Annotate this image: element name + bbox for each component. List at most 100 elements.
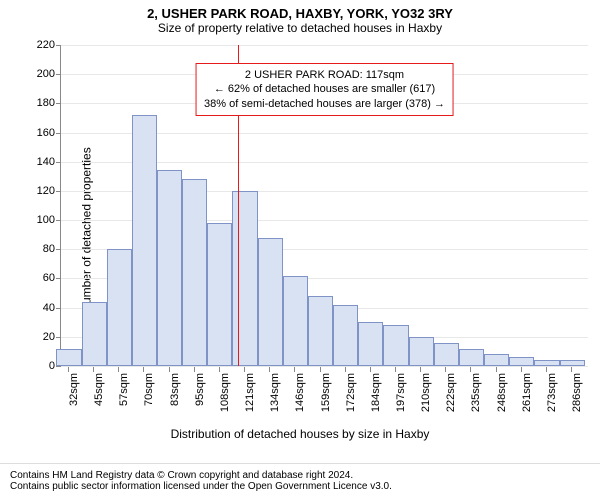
y-tick-label: 80 xyxy=(43,243,55,255)
histogram-bar xyxy=(82,302,107,366)
grid-line xyxy=(61,45,588,46)
x-axis-label: Distribution of detached houses by size … xyxy=(0,427,600,441)
histogram-bar xyxy=(283,276,308,366)
y-tick-mark xyxy=(56,133,61,134)
y-tick-label: 20 xyxy=(43,331,55,343)
x-tick-mark xyxy=(521,367,522,372)
y-tick-label: 40 xyxy=(43,302,55,314)
y-tick-mark xyxy=(56,337,61,338)
x-tick-mark xyxy=(269,367,270,372)
histogram-bar xyxy=(358,322,383,366)
footer: Contains HM Land Registry data © Crown c… xyxy=(0,463,600,500)
x-tick-label: 184sqm xyxy=(370,373,382,412)
x-tick-mark xyxy=(345,367,346,372)
histogram-bar xyxy=(308,296,333,366)
x-tick-mark xyxy=(420,367,421,372)
x-tick-mark xyxy=(194,367,195,372)
x-tick-label: 108sqm xyxy=(219,373,231,412)
chart-container: Number of detached properties 0204060801… xyxy=(0,35,600,425)
histogram-bar xyxy=(484,354,509,366)
x-tick-label: 159sqm xyxy=(320,373,332,412)
annotation-box: 2 USHER PARK ROAD: 117sqm ← 62% of detac… xyxy=(195,63,454,116)
plot-area: 020406080100120140160180200220 2 USHER P… xyxy=(60,45,588,367)
x-tick-mark xyxy=(320,367,321,372)
y-tick-mark xyxy=(56,162,61,163)
x-tick-label: 146sqm xyxy=(294,373,306,412)
histogram-bar xyxy=(459,349,484,367)
y-tick-label: 140 xyxy=(37,156,55,168)
x-tick-mark xyxy=(370,367,371,372)
histogram-bar xyxy=(132,115,157,366)
x-tick-label: 273sqm xyxy=(546,373,558,412)
x-tick-label: 121sqm xyxy=(244,373,256,412)
histogram-bar xyxy=(409,337,434,366)
x-tick-mark xyxy=(68,367,69,372)
x-tick-mark xyxy=(571,367,572,372)
x-axis-ticks: 32sqm 45sqm 57sqm 70sqm 83sqm 95sqm 108sqm 121s… xyxy=(60,367,588,415)
histogram-bar xyxy=(534,360,559,366)
histogram-bar xyxy=(383,325,408,366)
y-tick-label: 220 xyxy=(37,39,55,51)
x-tick-mark xyxy=(244,367,245,372)
y-tick-mark xyxy=(56,103,61,104)
y-tick-mark xyxy=(56,249,61,250)
x-tick-mark xyxy=(93,367,94,372)
x-tick-label: 45sqm xyxy=(93,373,105,406)
x-tick-label: 222sqm xyxy=(445,373,457,412)
x-tick-label: 197sqm xyxy=(395,373,407,412)
y-tick-mark xyxy=(56,74,61,75)
page-subtitle: Size of property relative to detached ho… xyxy=(0,21,600,35)
y-tick-mark xyxy=(56,45,61,46)
y-tick-label: 120 xyxy=(37,185,55,197)
x-tick-mark xyxy=(546,367,547,372)
x-tick-label: 95sqm xyxy=(194,373,206,406)
x-tick-mark xyxy=(496,367,497,372)
x-tick-label: 248sqm xyxy=(496,373,508,412)
y-tick-label: 100 xyxy=(37,214,55,226)
x-tick-mark xyxy=(294,367,295,372)
x-tick-mark xyxy=(118,367,119,372)
x-tick-mark xyxy=(143,367,144,372)
histogram-bar xyxy=(56,349,81,367)
x-tick-label: 83sqm xyxy=(169,373,181,406)
x-tick-mark xyxy=(395,367,396,372)
x-tick-label: 235sqm xyxy=(470,373,482,412)
histogram-bar xyxy=(232,191,257,366)
histogram-bar xyxy=(258,238,283,366)
histogram-bar xyxy=(182,179,207,366)
x-tick-label: 286sqm xyxy=(571,373,583,412)
x-tick-mark xyxy=(169,367,170,372)
annotation-line-3: 38% of semi-detached houses are larger (… xyxy=(204,97,445,111)
histogram-bar xyxy=(157,170,182,366)
x-tick-label: 210sqm xyxy=(420,373,432,412)
footer-line-1: Contains HM Land Registry data © Crown c… xyxy=(10,470,590,481)
x-tick-label: 57sqm xyxy=(118,373,130,406)
histogram-bar xyxy=(434,343,459,366)
footer-line-2: Contains public sector information licen… xyxy=(10,481,590,492)
x-tick-mark xyxy=(219,367,220,372)
x-tick-mark xyxy=(445,367,446,372)
y-tick-mark xyxy=(56,191,61,192)
x-tick-label: 32sqm xyxy=(68,373,80,406)
y-tick-mark xyxy=(56,308,61,309)
annotation-line-2: ← 62% of detached houses are smaller (61… xyxy=(204,82,445,96)
page-title: 2, USHER PARK ROAD, HAXBY, YORK, YO32 3R… xyxy=(0,6,600,21)
x-tick-label: 261sqm xyxy=(521,373,533,412)
x-tick-label: 134sqm xyxy=(269,373,281,412)
y-tick-label: 200 xyxy=(37,68,55,80)
y-tick-label: 60 xyxy=(43,272,55,284)
histogram-bar xyxy=(207,223,232,366)
histogram-bar xyxy=(509,357,534,366)
histogram-bar xyxy=(107,249,132,366)
y-tick-label: 0 xyxy=(49,360,55,372)
x-tick-mark xyxy=(470,367,471,372)
histogram-bar xyxy=(333,305,358,366)
x-tick-label: 70sqm xyxy=(143,373,155,406)
y-tick-mark xyxy=(56,220,61,221)
y-tick-label: 180 xyxy=(37,97,55,109)
y-tick-mark xyxy=(56,278,61,279)
y-tick-label: 160 xyxy=(37,127,55,139)
x-tick-label: 172sqm xyxy=(345,373,357,412)
histogram-bar xyxy=(560,360,585,366)
annotation-line-1: 2 USHER PARK ROAD: 117sqm xyxy=(204,68,445,82)
